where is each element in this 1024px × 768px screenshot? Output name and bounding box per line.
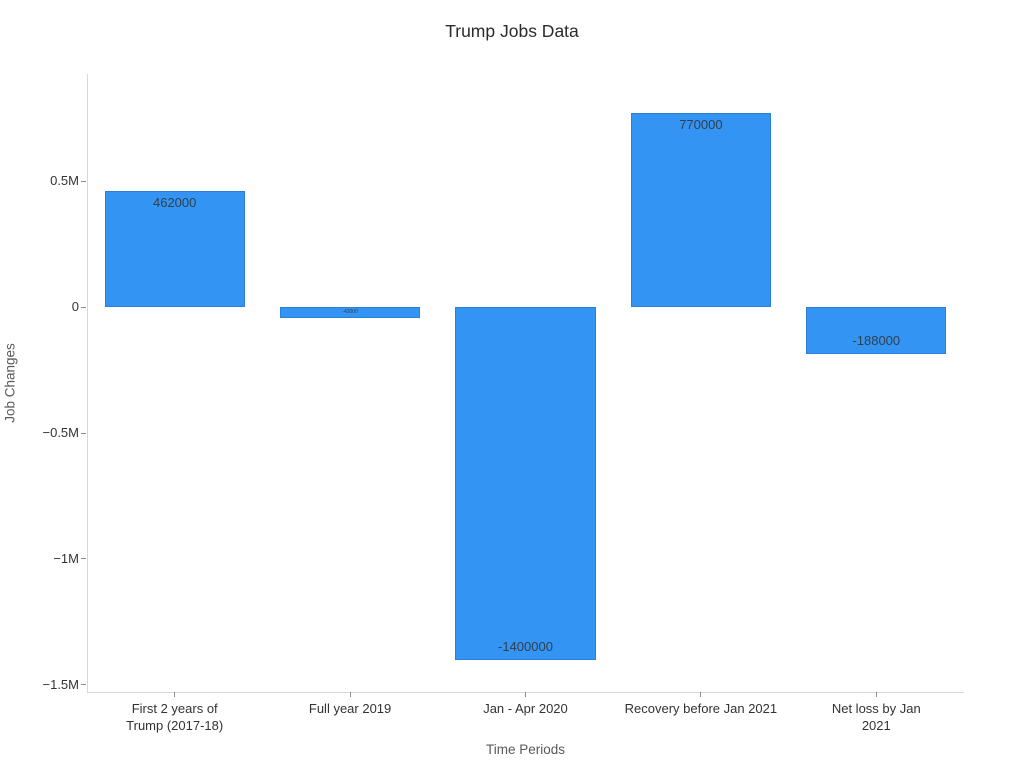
x-tick-label: First 2 years of Trump (2017-18) <box>126 701 224 733</box>
y-tick-label: −0.5M <box>42 425 80 440</box>
y-tick-mark <box>81 180 86 182</box>
y-tick-mark <box>81 684 86 686</box>
x-tick-label: Jan - Apr 2020 <box>483 701 568 716</box>
y-tick-mark <box>81 306 86 308</box>
x-tick-label: Full year 2019 <box>308 701 392 716</box>
x-tick-mark <box>525 692 526 697</box>
y-tick-label: 0 <box>71 299 79 315</box>
x-tick-label: Recovery before Jan 2021 <box>624 701 778 716</box>
bar: -188000 <box>806 307 947 355</box>
bar: -1400000 <box>455 307 596 660</box>
y-tick-mark <box>81 432 86 434</box>
bar-value-label: -188000 <box>852 333 901 349</box>
bar: -43000 <box>279 307 421 318</box>
x-tick-mark <box>875 692 877 697</box>
x-tick-mark <box>174 692 176 697</box>
bar: 462000 <box>104 190 245 308</box>
y-axis-title: Job Changes <box>2 343 18 423</box>
x-tick-mark <box>700 692 702 697</box>
bar-value-label: 770000 <box>679 117 723 133</box>
bar-value-label: 462000 <box>152 194 197 210</box>
y-tick-label: −1.5M <box>42 676 80 692</box>
x-tick-mark <box>349 692 351 697</box>
y-tick-label: −1M <box>53 550 79 566</box>
bar-value-label: -43000 <box>342 308 358 315</box>
bar: 770000 <box>630 113 772 308</box>
y-tick-label: 0.5M <box>50 173 79 189</box>
y-tick-mark <box>81 558 86 560</box>
x-axis-title: Time Periods <box>485 742 566 757</box>
y-axis-line <box>87 74 88 692</box>
x-tick-label: Net loss by Jan 2021 <box>831 701 921 733</box>
chart-title: Trump Jobs Data <box>445 21 579 41</box>
bar-value-label: -1400000 <box>498 638 553 654</box>
